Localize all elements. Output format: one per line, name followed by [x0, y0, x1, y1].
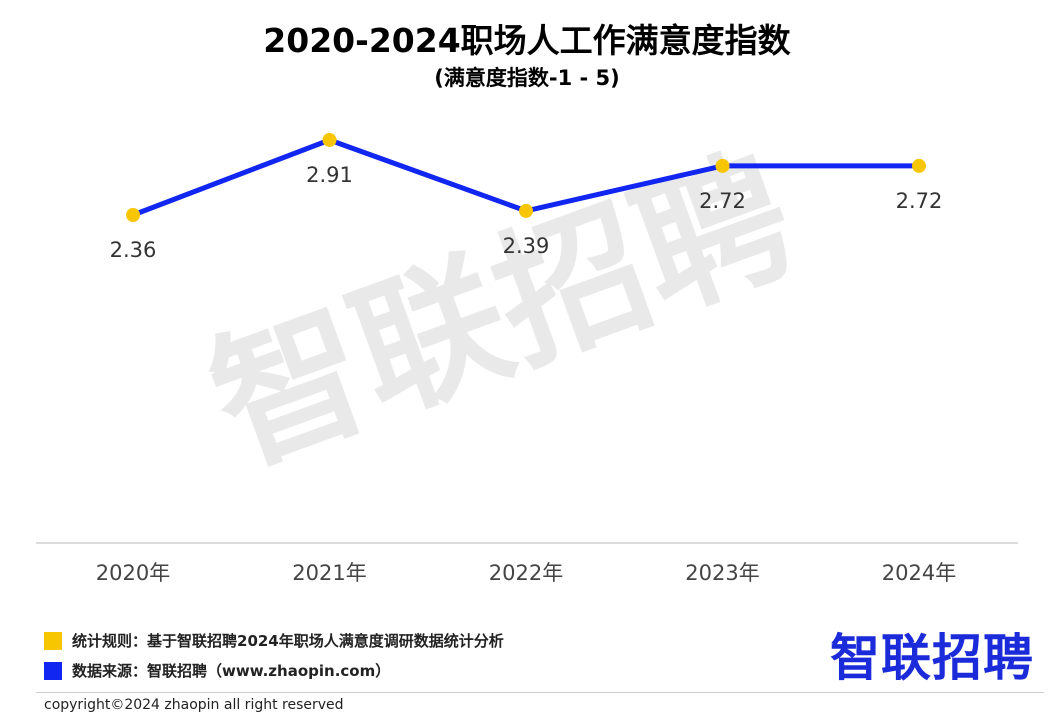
data-point	[715, 158, 730, 173]
chart-title: 2020-2024职场人工作满意度指数	[263, 21, 791, 60]
data-label: 2.72	[699, 189, 746, 213]
footer-divider	[36, 692, 1044, 693]
x-tick-label: 2022年	[489, 561, 563, 585]
x-tick-label: 2023年	[685, 561, 759, 585]
copyright-text: copyright©2024 zhaopin all right reserve…	[44, 697, 344, 713]
rule-label: 统计规则：基于智联招聘2024年职场人满意度调研数据统计分析	[72, 632, 504, 650]
data-label: 2.72	[896, 189, 943, 213]
legend-rule: 统计规则：基于智联招聘2024年职场人满意度调研数据统计分析	[44, 630, 504, 651]
data-label: 2.36	[110, 238, 157, 262]
x-tick-label: 2021年	[292, 561, 366, 585]
data-point	[912, 158, 926, 173]
watermark-text: 智联招聘	[191, 128, 814, 497]
data-label: 2.39	[503, 234, 550, 258]
brand-logo: 智联招聘	[830, 629, 1034, 687]
legend-swatch-yellow	[44, 631, 62, 650]
data-point	[322, 132, 337, 147]
data-label: 2.91	[306, 163, 353, 187]
legend-swatch-blue	[44, 661, 62, 680]
data-point	[519, 203, 533, 218]
x-tick-label: 2020年	[96, 561, 170, 585]
chart-subtitle: (满意度指数-1 - 5)	[434, 66, 620, 90]
legend-source: 数据来源：智联招聘（www.zhaopin.com）	[44, 660, 390, 681]
source-label: 数据来源：智联招聘（www.zhaopin.com）	[72, 662, 391, 680]
data-point	[126, 208, 140, 222]
series-line	[132, 137, 919, 218]
x-tick-label: 2024年	[882, 561, 956, 585]
line-chart: 智联招聘 2.36 2.91 2.39 2.72 2.72 2020年 2021年 2022…	[36, 128, 1018, 585]
